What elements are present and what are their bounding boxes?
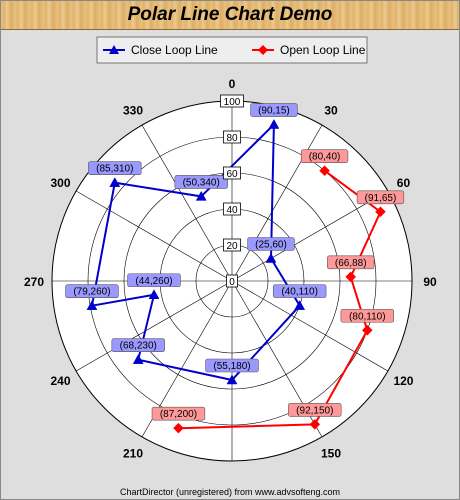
data-label: (66,88) [335, 258, 367, 269]
radial-tick-label: 60 [226, 169, 238, 180]
radial-tick-label: 100 [224, 97, 241, 108]
data-label: (50,340) [183, 177, 220, 188]
legend-label: Close Loop Line [131, 43, 218, 57]
angle-label: 60 [397, 176, 411, 190]
data-label: (55,180) [213, 361, 250, 372]
data-label: (79,260) [73, 287, 110, 298]
data-label: (90,15) [258, 106, 290, 117]
radial-tick-label: 0 [229, 277, 235, 288]
polar-chart: Close Loop Line Open Loop Line 0 30 60 90 120… [1, 1, 459, 471]
footer-credit: ChartDirector (unregistered) from www.ad… [1, 486, 459, 499]
data-label: (25,60) [255, 240, 287, 251]
angle-label: 210 [123, 446, 143, 460]
data-label: (40,110) [281, 287, 318, 298]
legend: Close Loop Line Open Loop Line [97, 37, 367, 63]
radial-tick-label: 20 [226, 241, 238, 252]
angle-label: 0 [229, 77, 236, 91]
radial-tick-label: 80 [226, 133, 238, 144]
angle-label: 150 [321, 446, 341, 460]
data-label: (80,40) [309, 152, 341, 163]
angle-label: 90 [423, 275, 437, 289]
data-label: (68,230) [120, 341, 157, 352]
angle-label: 240 [51, 374, 71, 388]
angle-label: 30 [324, 104, 338, 118]
radial-tick-label: 40 [226, 205, 238, 216]
data-label: (87,200) [160, 409, 197, 420]
angle-label: 330 [123, 104, 143, 118]
data-label: (85,310) [96, 164, 133, 175]
angle-label: 120 [393, 374, 413, 388]
angle-label: 300 [51, 176, 71, 190]
legend-label: Open Loop Line [280, 43, 366, 57]
angle-label: 270 [24, 275, 44, 289]
data-label: (44,260) [135, 276, 172, 287]
data-label: (91,65) [365, 193, 397, 204]
data-label: (92,150) [296, 405, 333, 416]
data-label: (80,110) [349, 311, 386, 322]
